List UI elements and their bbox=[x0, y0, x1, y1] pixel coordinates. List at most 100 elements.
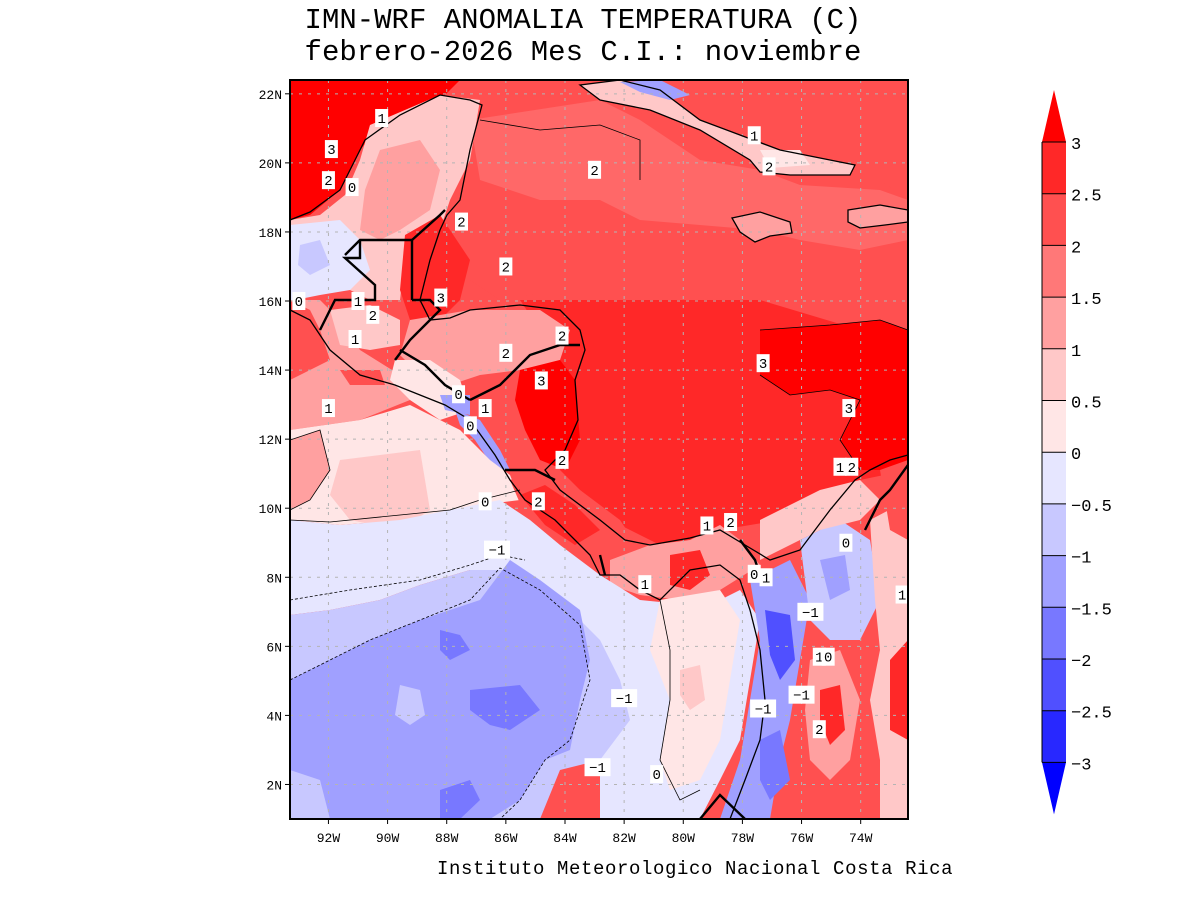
border-mexico-guatemala bbox=[318, 240, 377, 331]
contour-label: 1 bbox=[481, 402, 489, 418]
coastline-pacific bbox=[290, 309, 766, 819]
region-fill-tabasco bbox=[290, 220, 370, 300]
contour-label: 0 bbox=[824, 651, 832, 667]
lat-tick-label: 18N bbox=[259, 226, 282, 241]
region-fill-pacific-tongue-warm bbox=[680, 665, 705, 710]
colorbar: 3 2.5 2 1.5 1 0.5 0 −0.5 −1 −1.5 −2 −2.5 −3 bbox=[1041, 90, 1112, 815]
region-fill-colombia-cool bbox=[765, 610, 795, 680]
lon-tick-label: 84W bbox=[553, 831, 577, 846]
contour-label-box bbox=[724, 513, 738, 532]
lat-tick-label: 8N bbox=[266, 571, 282, 586]
contour-label-box bbox=[821, 647, 835, 666]
region-fill-pacific-mx bbox=[290, 300, 330, 380]
contour-label-box bbox=[797, 602, 824, 621]
region-fill-venezuela bbox=[870, 500, 908, 819]
contour-lines bbox=[290, 119, 908, 819]
region-fill-tabasco-cool bbox=[298, 240, 330, 275]
lon-tick-label: 78W bbox=[731, 831, 755, 846]
contour-0 bbox=[290, 489, 521, 523]
colorbar-label: 1.5 bbox=[1071, 291, 1102, 310]
colorbar-label: 0 bbox=[1071, 446, 1081, 465]
colorbar-label: 1 bbox=[1071, 343, 1081, 362]
contour-label: 2 bbox=[590, 164, 598, 180]
contour-label: 2 bbox=[369, 309, 377, 325]
contour-label-box bbox=[555, 450, 569, 469]
colorbar-swatch bbox=[1042, 297, 1066, 349]
border-honduras-nicaragua bbox=[469, 343, 580, 402]
contour-label-box bbox=[759, 568, 773, 587]
contour-label-box bbox=[895, 585, 908, 604]
contour-label-box bbox=[747, 564, 761, 583]
region-fill-pacific-minus-1 bbox=[290, 560, 590, 819]
region-fill-gt-highlands bbox=[330, 305, 400, 350]
region-fill-colombia-north-cool bbox=[820, 555, 850, 600]
contour-label-box bbox=[588, 160, 602, 179]
contour-label: −1 bbox=[489, 544, 506, 560]
contour-label-box bbox=[611, 689, 638, 708]
contour-label: 2 bbox=[726, 516, 734, 532]
contour-label: 0 bbox=[454, 388, 462, 404]
contour-label: 2 bbox=[324, 174, 332, 190]
contour-label: 3 bbox=[437, 292, 445, 308]
border-colombia-venezuela bbox=[863, 464, 908, 531]
colorbar-extend-low bbox=[1042, 762, 1066, 815]
contour-label-box bbox=[584, 758, 611, 777]
contour-label-box bbox=[478, 399, 492, 418]
lon-tick-label: 90W bbox=[376, 831, 400, 846]
contour-label-box bbox=[788, 685, 815, 704]
region-fill-pacific-west bbox=[290, 430, 330, 510]
contour-label-box bbox=[812, 720, 826, 739]
contour-label-box bbox=[345, 178, 359, 197]
region-fill-pacific-minus-1-5-c bbox=[440, 780, 480, 819]
contour-label-box bbox=[348, 329, 362, 348]
contour-label: 0 bbox=[295, 295, 303, 311]
footer-credit: Instituto Meteorologico Nacional Costa R… bbox=[437, 858, 954, 880]
contour-label: 2 bbox=[848, 461, 856, 477]
contour-label: 2 bbox=[558, 330, 566, 346]
contour-label-box bbox=[499, 343, 513, 362]
region-fill-pacific-1 bbox=[330, 450, 430, 530]
contour-label-box bbox=[845, 457, 859, 476]
lon-tick-label: 80W bbox=[672, 831, 696, 846]
colorbar-extend-high bbox=[1042, 90, 1066, 142]
colorbar-swatch bbox=[1042, 348, 1066, 401]
contour-label: 3 bbox=[327, 143, 335, 159]
contour-label-box bbox=[434, 288, 448, 307]
contour-label-box bbox=[375, 108, 389, 127]
contour-label-box bbox=[499, 257, 513, 276]
contour-3-caribbean-b bbox=[759, 374, 861, 471]
border-nicaragua-costarica bbox=[505, 468, 556, 482]
lat-tick-label: 14N bbox=[259, 364, 282, 379]
region-fill-colombia-cool-2 bbox=[760, 730, 790, 800]
contour-minus-1 bbox=[290, 567, 591, 819]
lat-tick-label: 10N bbox=[259, 502, 282, 517]
colorbar-label: −0.5 bbox=[1071, 498, 1112, 517]
border-costarica-panama bbox=[598, 554, 607, 576]
contour-label: 2 bbox=[765, 160, 773, 176]
contour-label: 2 bbox=[815, 723, 823, 739]
contour-label: 3 bbox=[759, 357, 767, 373]
contour-label-box bbox=[366, 305, 380, 324]
lat-tick-label: 2N bbox=[266, 778, 282, 793]
contour-label: 3 bbox=[537, 374, 545, 390]
border-belize-mexico bbox=[411, 209, 446, 241]
contour-label: 1 bbox=[703, 519, 711, 535]
contour-label-box bbox=[455, 212, 469, 231]
border-colombia-ecuador bbox=[699, 793, 746, 819]
contour-0-pacific-east bbox=[659, 599, 701, 801]
contour-label: 1 bbox=[324, 402, 332, 418]
colorbar-swatch bbox=[1042, 452, 1066, 504]
coastline-jamaica bbox=[730, 211, 793, 243]
contour-label: 2 bbox=[502, 347, 510, 363]
contour-label-box bbox=[351, 292, 365, 311]
border-guatemala-honduras bbox=[394, 298, 442, 361]
region-fill-honduras bbox=[400, 310, 570, 385]
contour-label: 1 bbox=[836, 461, 844, 477]
lat-tick-label: 4N bbox=[266, 709, 282, 724]
region-fill-pacific-minus-1-5-b bbox=[440, 630, 470, 660]
lat-tick-label: 12N bbox=[259, 433, 282, 448]
coastline-hispaniola bbox=[847, 204, 908, 229]
contour-label: 0 bbox=[466, 419, 474, 435]
